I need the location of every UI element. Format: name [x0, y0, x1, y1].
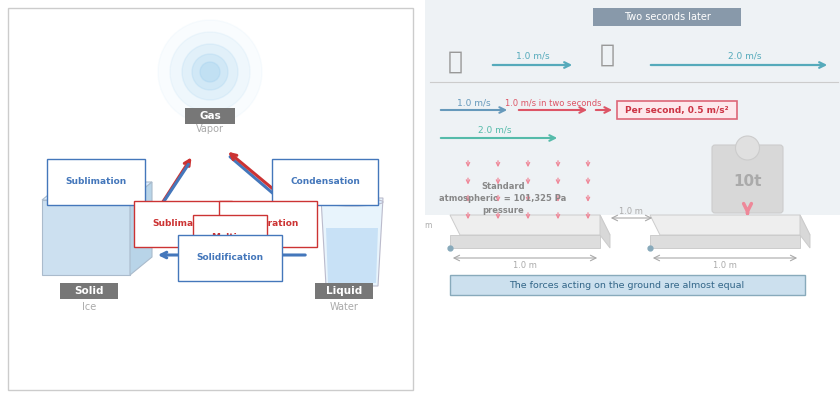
- Text: 10t: 10t: [733, 174, 762, 188]
- Bar: [425, 0, 840, 215]
- Text: 2.0 m/s: 2.0 m/s: [728, 52, 762, 60]
- Polygon shape: [650, 235, 800, 248]
- Polygon shape: [800, 215, 810, 248]
- Text: Vapor: Vapor: [196, 124, 224, 134]
- Polygon shape: [326, 228, 378, 283]
- FancyBboxPatch shape: [450, 275, 805, 295]
- FancyBboxPatch shape: [712, 145, 783, 213]
- Text: Gas: Gas: [199, 111, 221, 121]
- Text: The forces acting on the ground are almost equal: The forces acting on the ground are almo…: [509, 280, 744, 290]
- Ellipse shape: [321, 198, 383, 206]
- Bar: [740, 140, 754, 150]
- Text: 1.0 m/s: 1.0 m/s: [517, 52, 550, 60]
- Text: 1.0 m/s in two seconds: 1.0 m/s in two seconds: [505, 98, 601, 108]
- FancyBboxPatch shape: [593, 8, 741, 26]
- Text: Sublimation: Sublimation: [152, 220, 213, 228]
- Text: Water: Water: [329, 302, 359, 312]
- Text: Per second, 0.5 m/s²: Per second, 0.5 m/s²: [625, 106, 729, 114]
- Text: Solid: Solid: [74, 286, 104, 296]
- Text: Standard
atmospheric  = 101,325 Pa
pressure: Standard atmospheric = 101,325 Pa pressu…: [439, 182, 567, 214]
- Circle shape: [158, 20, 262, 124]
- Circle shape: [192, 54, 228, 90]
- Text: 1.0 m/s: 1.0 m/s: [457, 98, 491, 108]
- Text: Liquid: Liquid: [326, 286, 362, 296]
- Polygon shape: [450, 215, 610, 235]
- Polygon shape: [450, 235, 600, 248]
- Text: m: m: [425, 220, 432, 230]
- Polygon shape: [321, 198, 383, 286]
- Circle shape: [182, 44, 238, 100]
- Circle shape: [170, 32, 250, 112]
- Text: 1.0 m: 1.0 m: [713, 260, 737, 270]
- Text: Evaporation: Evaporation: [238, 220, 299, 228]
- Polygon shape: [650, 215, 810, 235]
- Text: Sublimation: Sublimation: [66, 178, 127, 186]
- Text: 🏃: 🏃: [600, 43, 615, 67]
- FancyBboxPatch shape: [60, 283, 118, 299]
- FancyBboxPatch shape: [617, 101, 737, 119]
- Text: 1.0 m: 1.0 m: [619, 208, 643, 216]
- Text: 2.0 m/s: 2.0 m/s: [478, 126, 512, 134]
- Circle shape: [200, 62, 220, 82]
- Text: Melting: Melting: [211, 234, 249, 242]
- Polygon shape: [42, 182, 152, 200]
- FancyBboxPatch shape: [185, 108, 235, 124]
- Text: 🚶: 🚶: [448, 50, 463, 74]
- Text: 1.0 m: 1.0 m: [513, 260, 537, 270]
- Polygon shape: [130, 182, 152, 275]
- Circle shape: [736, 136, 759, 160]
- Polygon shape: [600, 215, 610, 248]
- FancyBboxPatch shape: [315, 283, 373, 299]
- Bar: [8, 8, 413, 390]
- Bar: [42, 200, 130, 275]
- Text: Condensation: Condensation: [290, 178, 360, 186]
- Text: Ice: Ice: [81, 302, 96, 312]
- Text: Two seconds later: Two seconds later: [623, 12, 711, 22]
- Text: Solidification: Solidification: [197, 254, 264, 262]
